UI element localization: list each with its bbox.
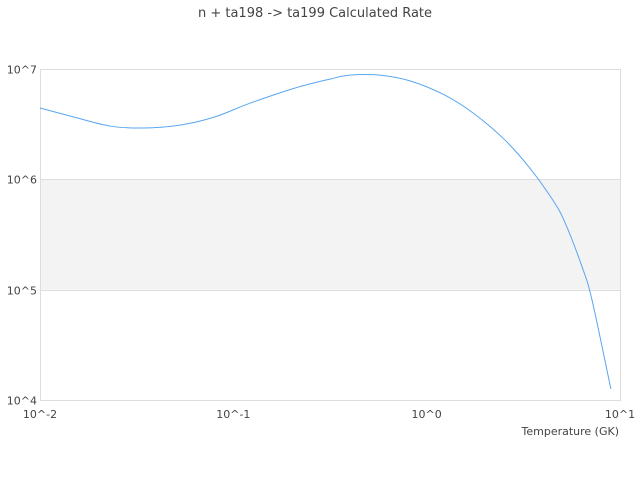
x-tick-label: 10^-2 [23, 408, 57, 421]
y-tick-label: 10^7 [7, 64, 37, 77]
y-tick-label: 10^5 [7, 285, 37, 298]
shaded-band [40, 179, 620, 290]
x-tick-label: 10^1 [605, 408, 635, 421]
y-tick-label: 10^4 [7, 395, 37, 408]
y-tick-label: 10^6 [7, 174, 37, 187]
x-tick-label: 10^0 [412, 408, 442, 421]
x-axis-label: Temperature (GK) [521, 425, 620, 438]
chart-title: n + ta198 -> ta199 Calculated Rate [198, 6, 432, 21]
x-tick-label: 10^-1 [216, 408, 250, 421]
rate-series-line [39, 74, 612, 390]
